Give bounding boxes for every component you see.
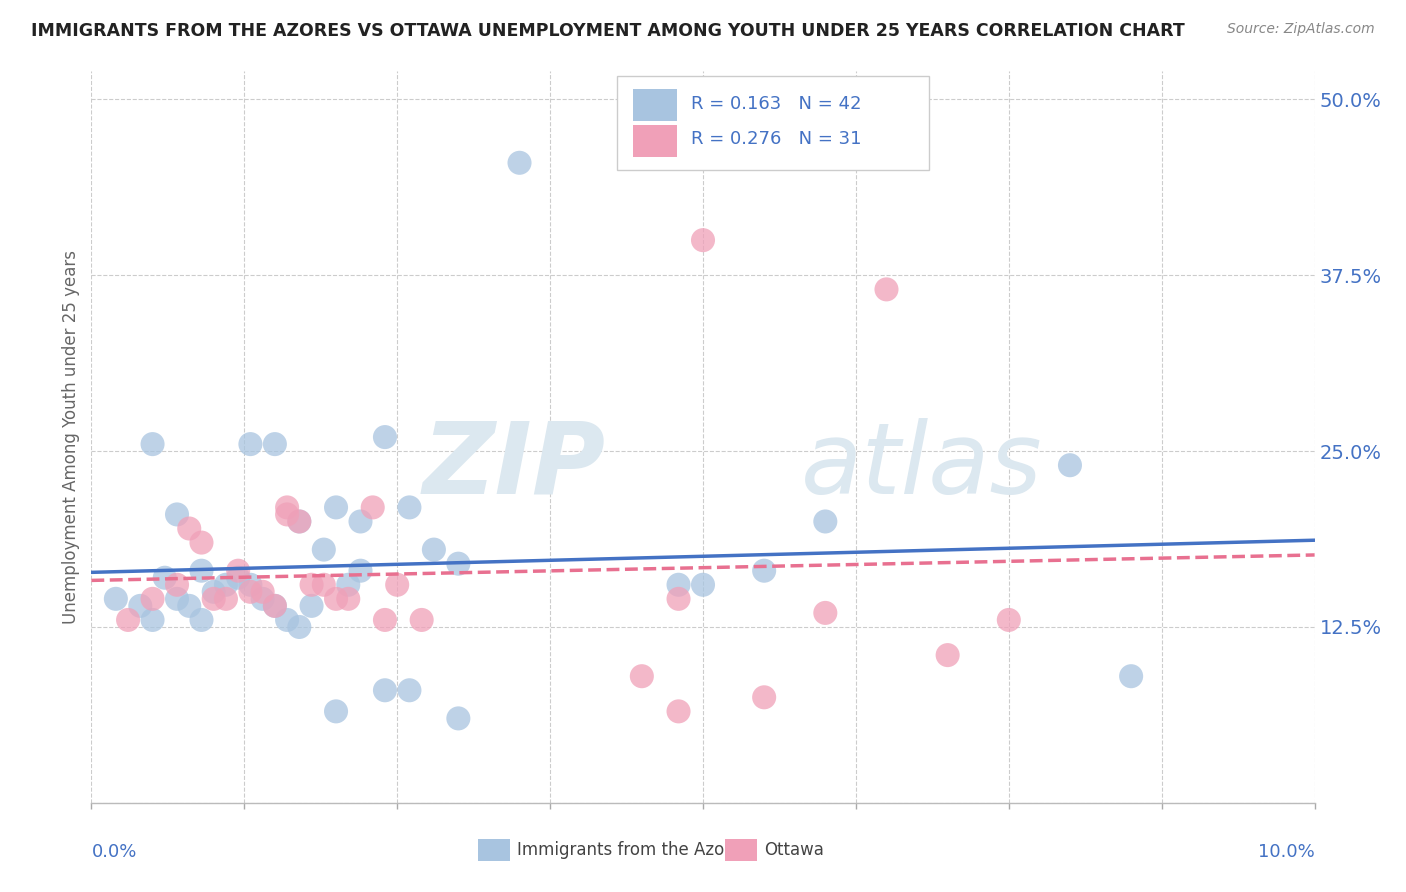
Point [875, 282, 898, 296]
Point [239, 584, 262, 599]
FancyBboxPatch shape [725, 839, 756, 862]
Point [754, 564, 776, 578]
Text: Source: ZipAtlas.com: Source: ZipAtlas.com [1227, 22, 1375, 37]
Point [692, 578, 714, 592]
Point [190, 564, 212, 578]
Point [398, 500, 420, 515]
Point [166, 578, 188, 592]
Point [202, 591, 225, 606]
Point [276, 613, 298, 627]
Text: R = 0.276   N = 31: R = 0.276 N = 31 [690, 130, 862, 148]
Point [190, 613, 212, 627]
Point [288, 620, 311, 634]
Point [509, 156, 531, 170]
Point [361, 500, 384, 515]
Text: Ottawa: Ottawa [765, 841, 824, 859]
Point [668, 578, 690, 592]
Point [226, 564, 249, 578]
Point [631, 669, 654, 683]
Point [141, 591, 163, 606]
Point [239, 578, 262, 592]
Point [337, 578, 360, 592]
Point [447, 711, 470, 725]
Point [754, 690, 776, 705]
Point [325, 500, 347, 515]
Point [692, 233, 714, 247]
Point [117, 613, 139, 627]
Point [301, 578, 323, 592]
Point [179, 599, 201, 613]
Point [998, 613, 1021, 627]
Point [129, 599, 152, 613]
Point [166, 591, 188, 606]
Point [179, 521, 201, 535]
Point [215, 578, 238, 592]
Point [1059, 458, 1081, 473]
Point [153, 571, 176, 585]
Point [337, 591, 360, 606]
Point [239, 437, 262, 451]
FancyBboxPatch shape [478, 839, 510, 862]
Text: 10.0%: 10.0% [1258, 843, 1315, 861]
Point [423, 542, 446, 557]
Point [374, 613, 396, 627]
Point [349, 515, 371, 529]
Point [374, 430, 396, 444]
Point [141, 437, 163, 451]
Point [349, 564, 371, 578]
FancyBboxPatch shape [617, 77, 929, 170]
Text: R = 0.163   N = 42: R = 0.163 N = 42 [690, 95, 862, 112]
Point [447, 557, 470, 571]
Point [288, 515, 311, 529]
Point [411, 613, 433, 627]
Point [166, 508, 188, 522]
Point [202, 584, 225, 599]
Point [936, 648, 959, 662]
Point [398, 683, 420, 698]
Text: Immigrants from the Azores: Immigrants from the Azores [517, 841, 749, 859]
Point [325, 705, 347, 719]
Point [301, 599, 323, 613]
Point [264, 599, 287, 613]
FancyBboxPatch shape [633, 89, 678, 121]
Point [190, 535, 212, 549]
Point [668, 591, 690, 606]
FancyBboxPatch shape [633, 125, 678, 157]
Point [1121, 669, 1143, 683]
Text: IMMIGRANTS FROM THE AZORES VS OTTAWA UNEMPLOYMENT AMONG YOUTH UNDER 25 YEARS COR: IMMIGRANTS FROM THE AZORES VS OTTAWA UNE… [31, 22, 1185, 40]
Point [312, 542, 335, 557]
Point [264, 437, 287, 451]
Point [325, 591, 347, 606]
Point [385, 578, 409, 592]
Text: 0.0%: 0.0% [91, 843, 136, 861]
Y-axis label: Unemployment Among Youth under 25 years: Unemployment Among Youth under 25 years [62, 250, 80, 624]
Point [814, 515, 837, 529]
Point [264, 599, 287, 613]
Point [276, 508, 298, 522]
Point [288, 515, 311, 529]
Text: atlas: atlas [801, 417, 1042, 515]
Point [252, 591, 274, 606]
Point [668, 705, 690, 719]
Point [374, 683, 396, 698]
Point [276, 500, 298, 515]
Text: ZIP: ZIP [422, 417, 605, 515]
Point [104, 591, 127, 606]
Point [312, 578, 335, 592]
Point [141, 613, 163, 627]
Point [215, 591, 238, 606]
Point [252, 584, 274, 599]
Point [226, 571, 249, 585]
Point [814, 606, 837, 620]
